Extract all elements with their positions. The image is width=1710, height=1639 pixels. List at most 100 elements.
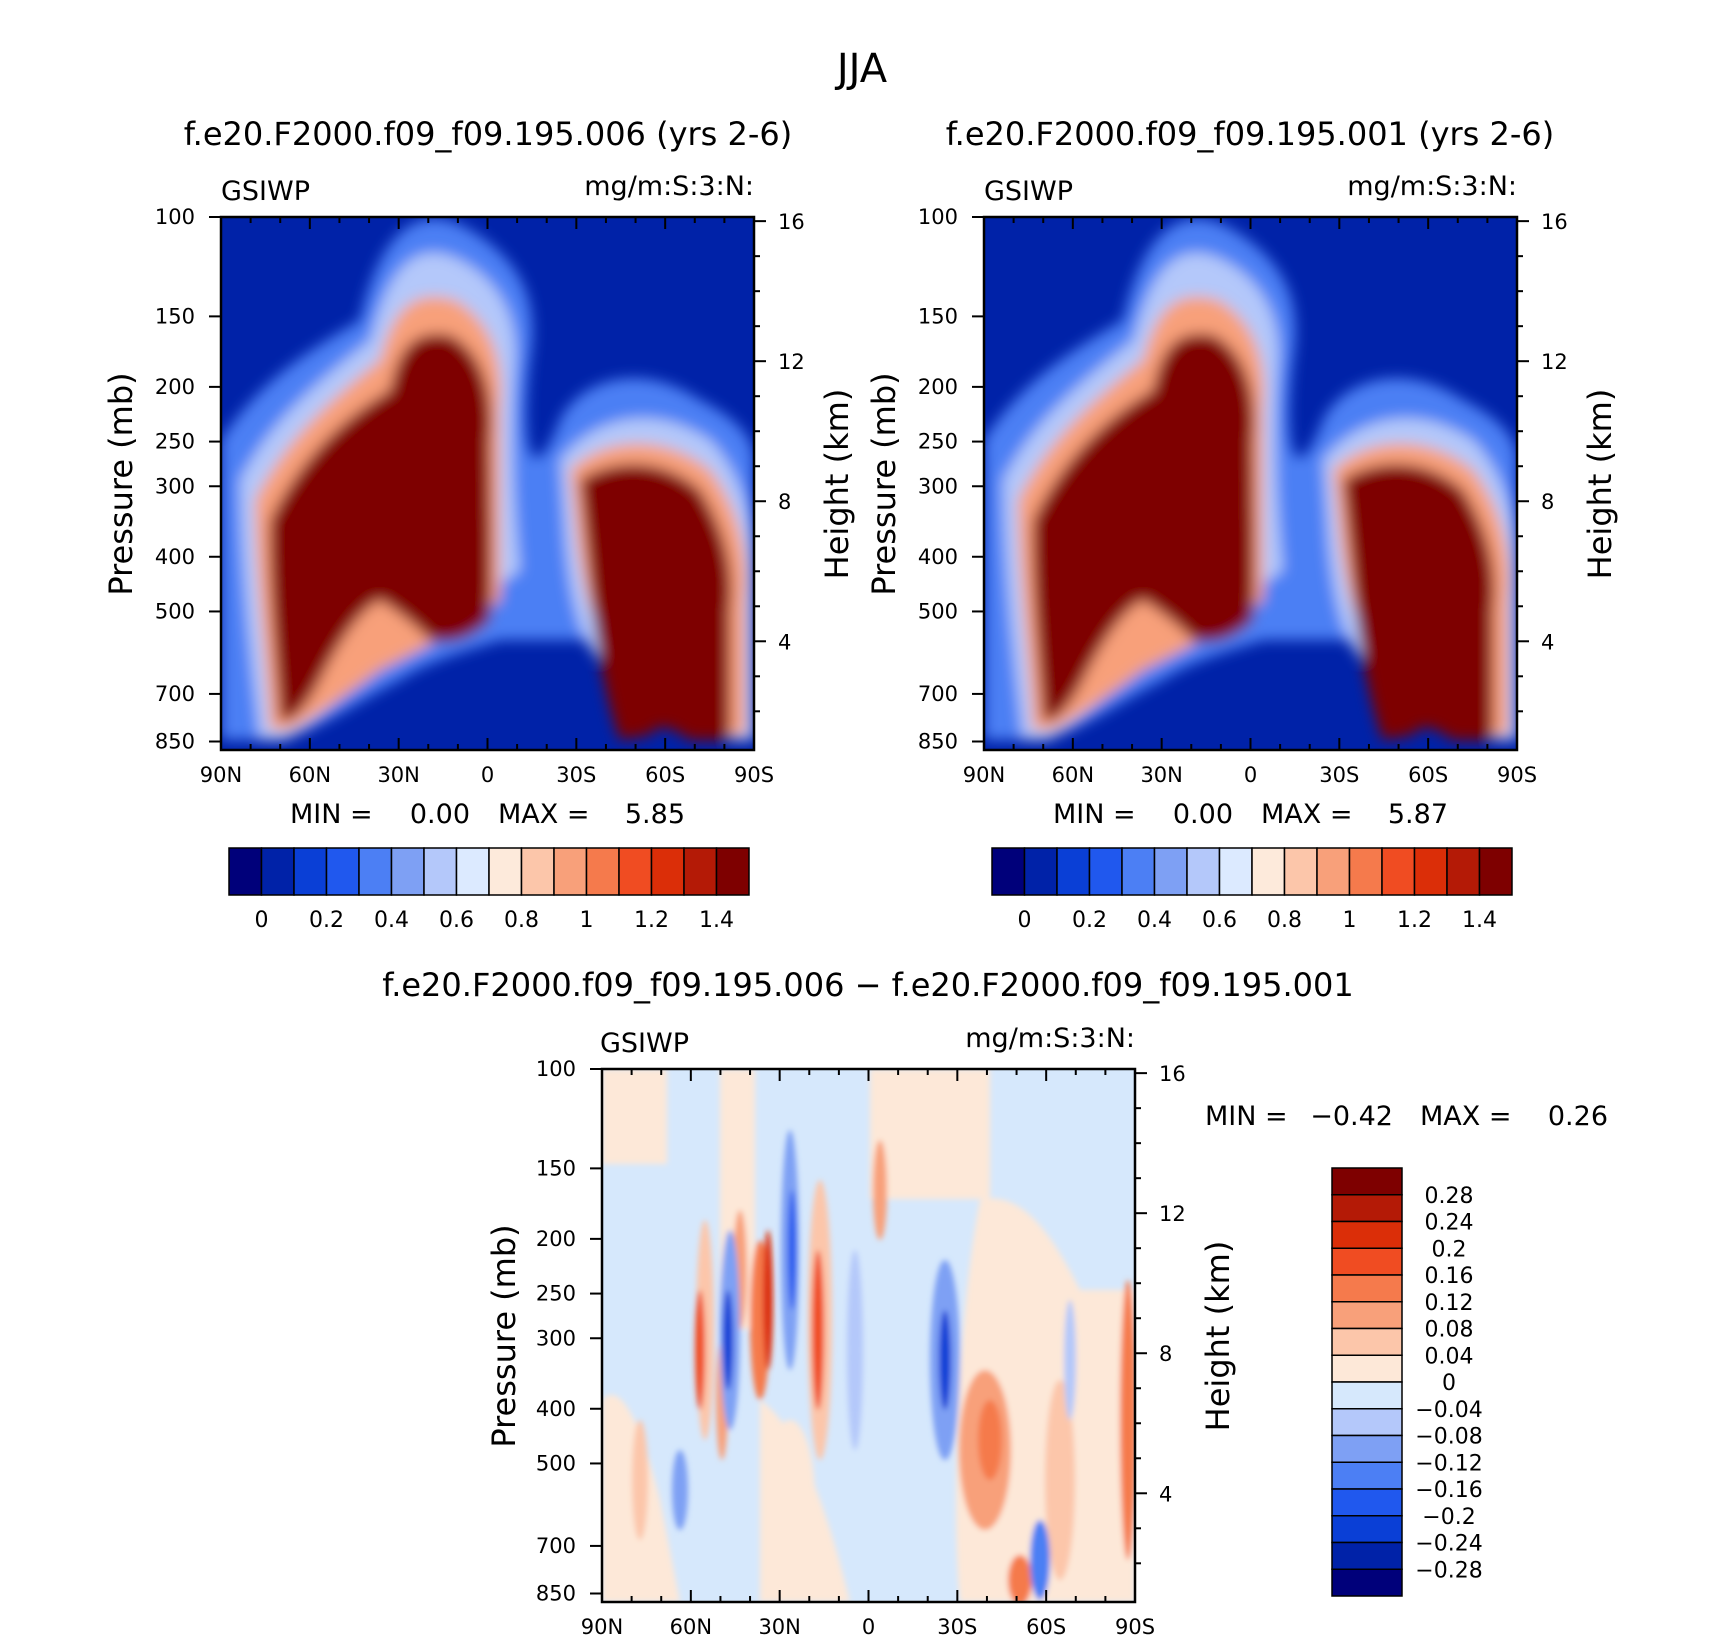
panel-1-max-label: MAX = [498,799,589,830]
panel-2-max-value: 5.87 [1388,799,1448,830]
colorbar-swatch [650,847,685,896]
x-tick-label: 90N [963,763,1005,787]
colorbar-label: −0.04 [1415,1398,1482,1423]
colorbar-label: 0 [1018,908,1032,933]
page-title: JJA [834,46,888,92]
y-tick-label: 300 [155,474,195,498]
y-tick-label: 150 [536,1156,576,1180]
x-tick-label: 90N [200,763,242,787]
panel-3-ylabel-right: Height (km) [1199,1241,1237,1432]
panel-1-colorbar: 0 0.2 0.4 0.6 0.8 1 1.2 1.4 [228,847,750,933]
colorbar-swatch [1331,1461,1403,1490]
colorbar-swatch [228,847,263,896]
y-tick-label: 150 [155,304,195,328]
y-tick-label: 200 [155,375,195,399]
colorbar-label: 1 [580,908,594,933]
colorbar-swatch [1251,847,1286,896]
panel-1-max-value: 5.85 [625,799,685,830]
y-tick-label: 250 [155,430,195,454]
y-tick-label-right: 8 [1159,1342,1172,1366]
colorbar-label: 0.8 [504,908,539,933]
y-tick-label: 300 [536,1326,576,1350]
colorbar-swatch [618,847,653,896]
colorbar-swatch [390,847,425,896]
y-tick-label: 100 [536,1057,576,1081]
panel-3-max-value: 0.26 [1548,1101,1608,1132]
colorbar-swatch [1331,1488,1403,1517]
panel-2-ylabel: Pressure (mb) [865,372,903,595]
y-tick-label-right: 12 [1541,350,1568,374]
colorbar-label: 0.8 [1267,908,1302,933]
x-tick-label: 30S [556,763,596,787]
colorbar-label: 1.2 [634,908,669,933]
panel-2-axes: 90N 60N 30N 0 30S 60S 90S 100 150 200 250 300 400 500… [918,205,1568,787]
y-tick-label: 200 [536,1227,576,1251]
colorbar-swatch [1331,1194,1403,1223]
y-tick-label-right: 4 [1541,630,1554,654]
panel-1: f.e20.F2000.f09_f09.195.006 (yrs 2-6) GS… [102,115,856,933]
colorbar-swatch [423,847,458,896]
y-tick-label: 850 [155,729,195,753]
x-tick-label: 30S [937,1615,977,1639]
x-tick-label: 90S [1497,763,1537,787]
colorbar-swatch [991,847,1026,896]
x-tick-label: 30N [758,1615,800,1639]
colorbar-label: 0.04 [1425,1344,1474,1369]
panel-2-units: mg/m:S:3:N: [1347,171,1517,202]
y-tick-label: 500 [155,599,195,623]
colorbar-swatch [358,847,393,896]
colorbar-swatch [1331,1568,1403,1597]
x-tick-label: 90N [581,1615,623,1639]
panel-2: f.e20.F2000.f09_f09.195.001 (yrs 2-6) GS… [865,115,1619,933]
colorbar-label: 1.4 [699,908,734,933]
y-tick-label: 100 [155,205,195,229]
colorbar-label: 0.2 [1072,908,1107,933]
y-tick-label: 250 [918,430,958,454]
x-tick-label: 0 [862,1615,875,1639]
x-tick-label: 0 [1244,763,1257,787]
panel-1-ylabel: Pressure (mb) [102,372,140,595]
x-tick-label: 60S [645,763,685,787]
x-tick-label: 60N [1052,763,1094,787]
colorbar-label: 1.4 [1462,908,1497,933]
panel-2-colorbar: 0 0.2 0.4 0.6 0.8 1 1.2 1.4 [991,847,1513,933]
panel-3-axes: 90N 60N 30N 0 30S 60S 90S 100 150 200 250 300 400 500… [536,1057,1186,1639]
panel-3-min-value: −0.42 [1310,1101,1393,1132]
colorbar-swatch [715,847,750,896]
panel-1-ylabel-right: Height (km) [818,389,856,580]
y-tick-label: 300 [918,474,958,498]
panel-3: f.e20.F2000.f09_f09.195.006 − f.e20.F200… [382,966,1608,1639]
colorbar-swatch [1331,1220,1403,1249]
y-tick-label: 850 [918,729,958,753]
panel-1-variable: GSIWP [221,176,310,207]
colorbar-label: 0.24 [1425,1211,1474,1236]
y-tick-label: 100 [918,205,958,229]
colorbar-swatch [1381,847,1416,896]
colorbar-label: 0.16 [1425,1264,1474,1289]
colorbar-label: 0 [255,908,269,933]
x-tick-label: 60S [1026,1615,1066,1639]
panel-2-ylabel-right: Height (km) [1581,389,1619,580]
colorbar-label: 1 [1343,908,1357,933]
panel-2-min-label: MIN = [1053,799,1136,830]
panel-3-title: f.e20.F2000.f09_f09.195.006 − f.e20.F200… [382,966,1354,1004]
y-tick-label-right: 4 [1159,1482,1172,1506]
panel-3-max-label: MAX = [1420,1101,1511,1132]
colorbar-swatch [1331,1327,1403,1356]
colorbar-swatch [1218,847,1253,896]
colorbar-label: 0.4 [1137,908,1172,933]
colorbar-swatch [1331,1247,1403,1276]
colorbar-swatch [520,847,555,896]
panel-1-axes: 90N 60N 30N 0 30S 60S 90S 100 150 200 250 300 400 500… [155,205,805,787]
panel-3-min-label: MIN = [1205,1101,1288,1132]
panel-2-field [984,217,1517,750]
colorbar-swatch [293,847,328,896]
colorbar-label: 0.6 [1202,908,1237,933]
colorbar-swatch [1331,1167,1403,1196]
colorbar-swatch [1331,1541,1403,1570]
panel-2-variable: GSIWP [984,176,1073,207]
panel-2-max-label: MAX = [1261,799,1352,830]
colorbar-label: −0.08 [1415,1425,1482,1450]
colorbar-swatch [1056,847,1091,896]
colorbar-swatch [1186,847,1221,896]
